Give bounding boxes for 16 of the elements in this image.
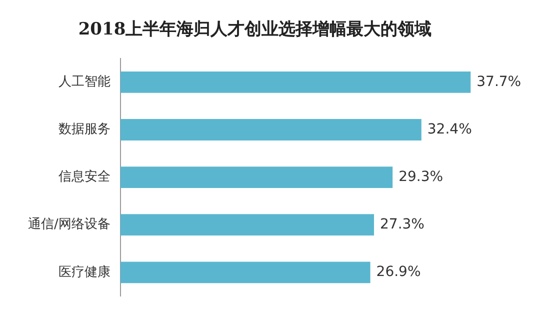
data-label: 26.9% <box>376 264 421 280</box>
data-label: 32.4% <box>427 121 472 138</box>
y-tick-label: 信息安全 <box>58 168 110 185</box>
bar <box>120 119 422 140</box>
y-tick-label: 通信/网络设备 <box>28 217 110 232</box>
y-tick-label: 医疗健康 <box>58 264 110 280</box>
bar <box>120 71 471 93</box>
y-tick-label: 人工智能 <box>58 74 110 90</box>
data-label: 29.3% <box>398 168 444 185</box>
data-label: 37.7% <box>476 74 522 90</box>
data-label: 27.3% <box>380 216 424 232</box>
y-tick-label: 数据服务 <box>58 122 110 138</box>
chart-title: 2018上半年海归人才创业选择增幅最大的领域 <box>78 20 432 40</box>
bar <box>120 166 393 188</box>
bar <box>120 262 370 284</box>
bar <box>120 214 374 236</box>
